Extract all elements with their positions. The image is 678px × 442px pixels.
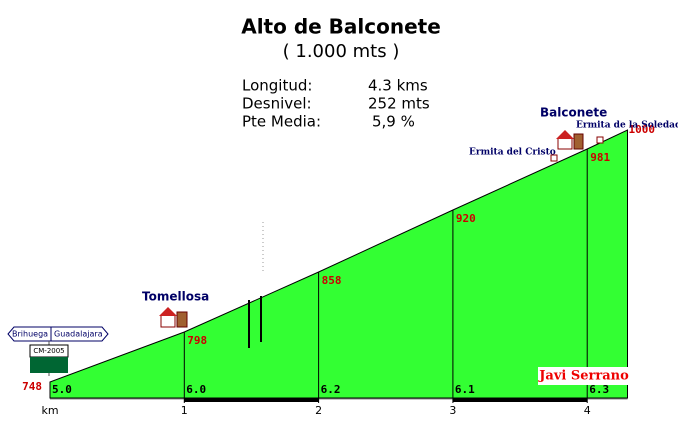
axis-band [452, 398, 588, 402]
stat-label: Desnivel: [242, 95, 312, 113]
x-tick-label: 4 [584, 404, 591, 417]
place-label: Balconete [540, 106, 607, 120]
profile-area [49, 129, 628, 399]
place-label: Tomellosa [142, 290, 209, 304]
gradient-label: 6.1 [455, 383, 475, 396]
gradient-label: 6.3 [589, 383, 609, 396]
author-box [538, 367, 630, 385]
gradient-label: 6.0 [186, 383, 206, 396]
elevation-label: 798 [187, 334, 207, 347]
stat-value: 252 mts [368, 95, 430, 113]
elevation-label: 1000 [629, 123, 656, 136]
elevation-label: 858 [322, 274, 342, 287]
stats: Longitud: 4.3 kms Desnivel: 252 mts Pte … [242, 77, 430, 131]
x-axis-label: km [41, 404, 58, 417]
stat-value: 5,9 % [372, 113, 415, 131]
stat-value: 4.3 kms [368, 77, 428, 95]
house-icon [550, 130, 604, 162]
place-label: Ermita del Cristo [469, 148, 556, 158]
stat-label: Longitud: [242, 77, 312, 95]
sign-text: Brihuega [12, 330, 48, 339]
stat-label: Pte Media: [242, 113, 321, 131]
house-icon [159, 307, 188, 328]
elevation-label: 748 [22, 380, 42, 393]
sign-text: Guadalajara [54, 330, 103, 339]
x-tick-label: 3 [449, 404, 456, 417]
gradient-label: 6.2 [321, 383, 341, 396]
plot: 748 798 858 920 981 1000 5.0 6.0 6.2 6.1 6.3 1 2 3 4 km [22, 123, 655, 417]
place-label: Ermita de la Soledad [576, 121, 678, 131]
x-tick-label: 1 [181, 404, 188, 417]
elevation-label: 920 [456, 212, 476, 225]
gradient-label: 5.0 [52, 383, 72, 396]
road-sign: Brihuega Guadalajara CM-2005 [7, 326, 109, 376]
x-tick-label: 2 [315, 404, 322, 417]
chart-subtitle: ( 1.000 mts ) [283, 41, 400, 62]
axis-band [184, 398, 319, 402]
sign-text: CM-2005 [33, 347, 64, 355]
elevation-label: 981 [590, 151, 610, 164]
chart-title: Alto de Balconete [241, 15, 441, 39]
author: Javi Serrano [538, 369, 629, 384]
